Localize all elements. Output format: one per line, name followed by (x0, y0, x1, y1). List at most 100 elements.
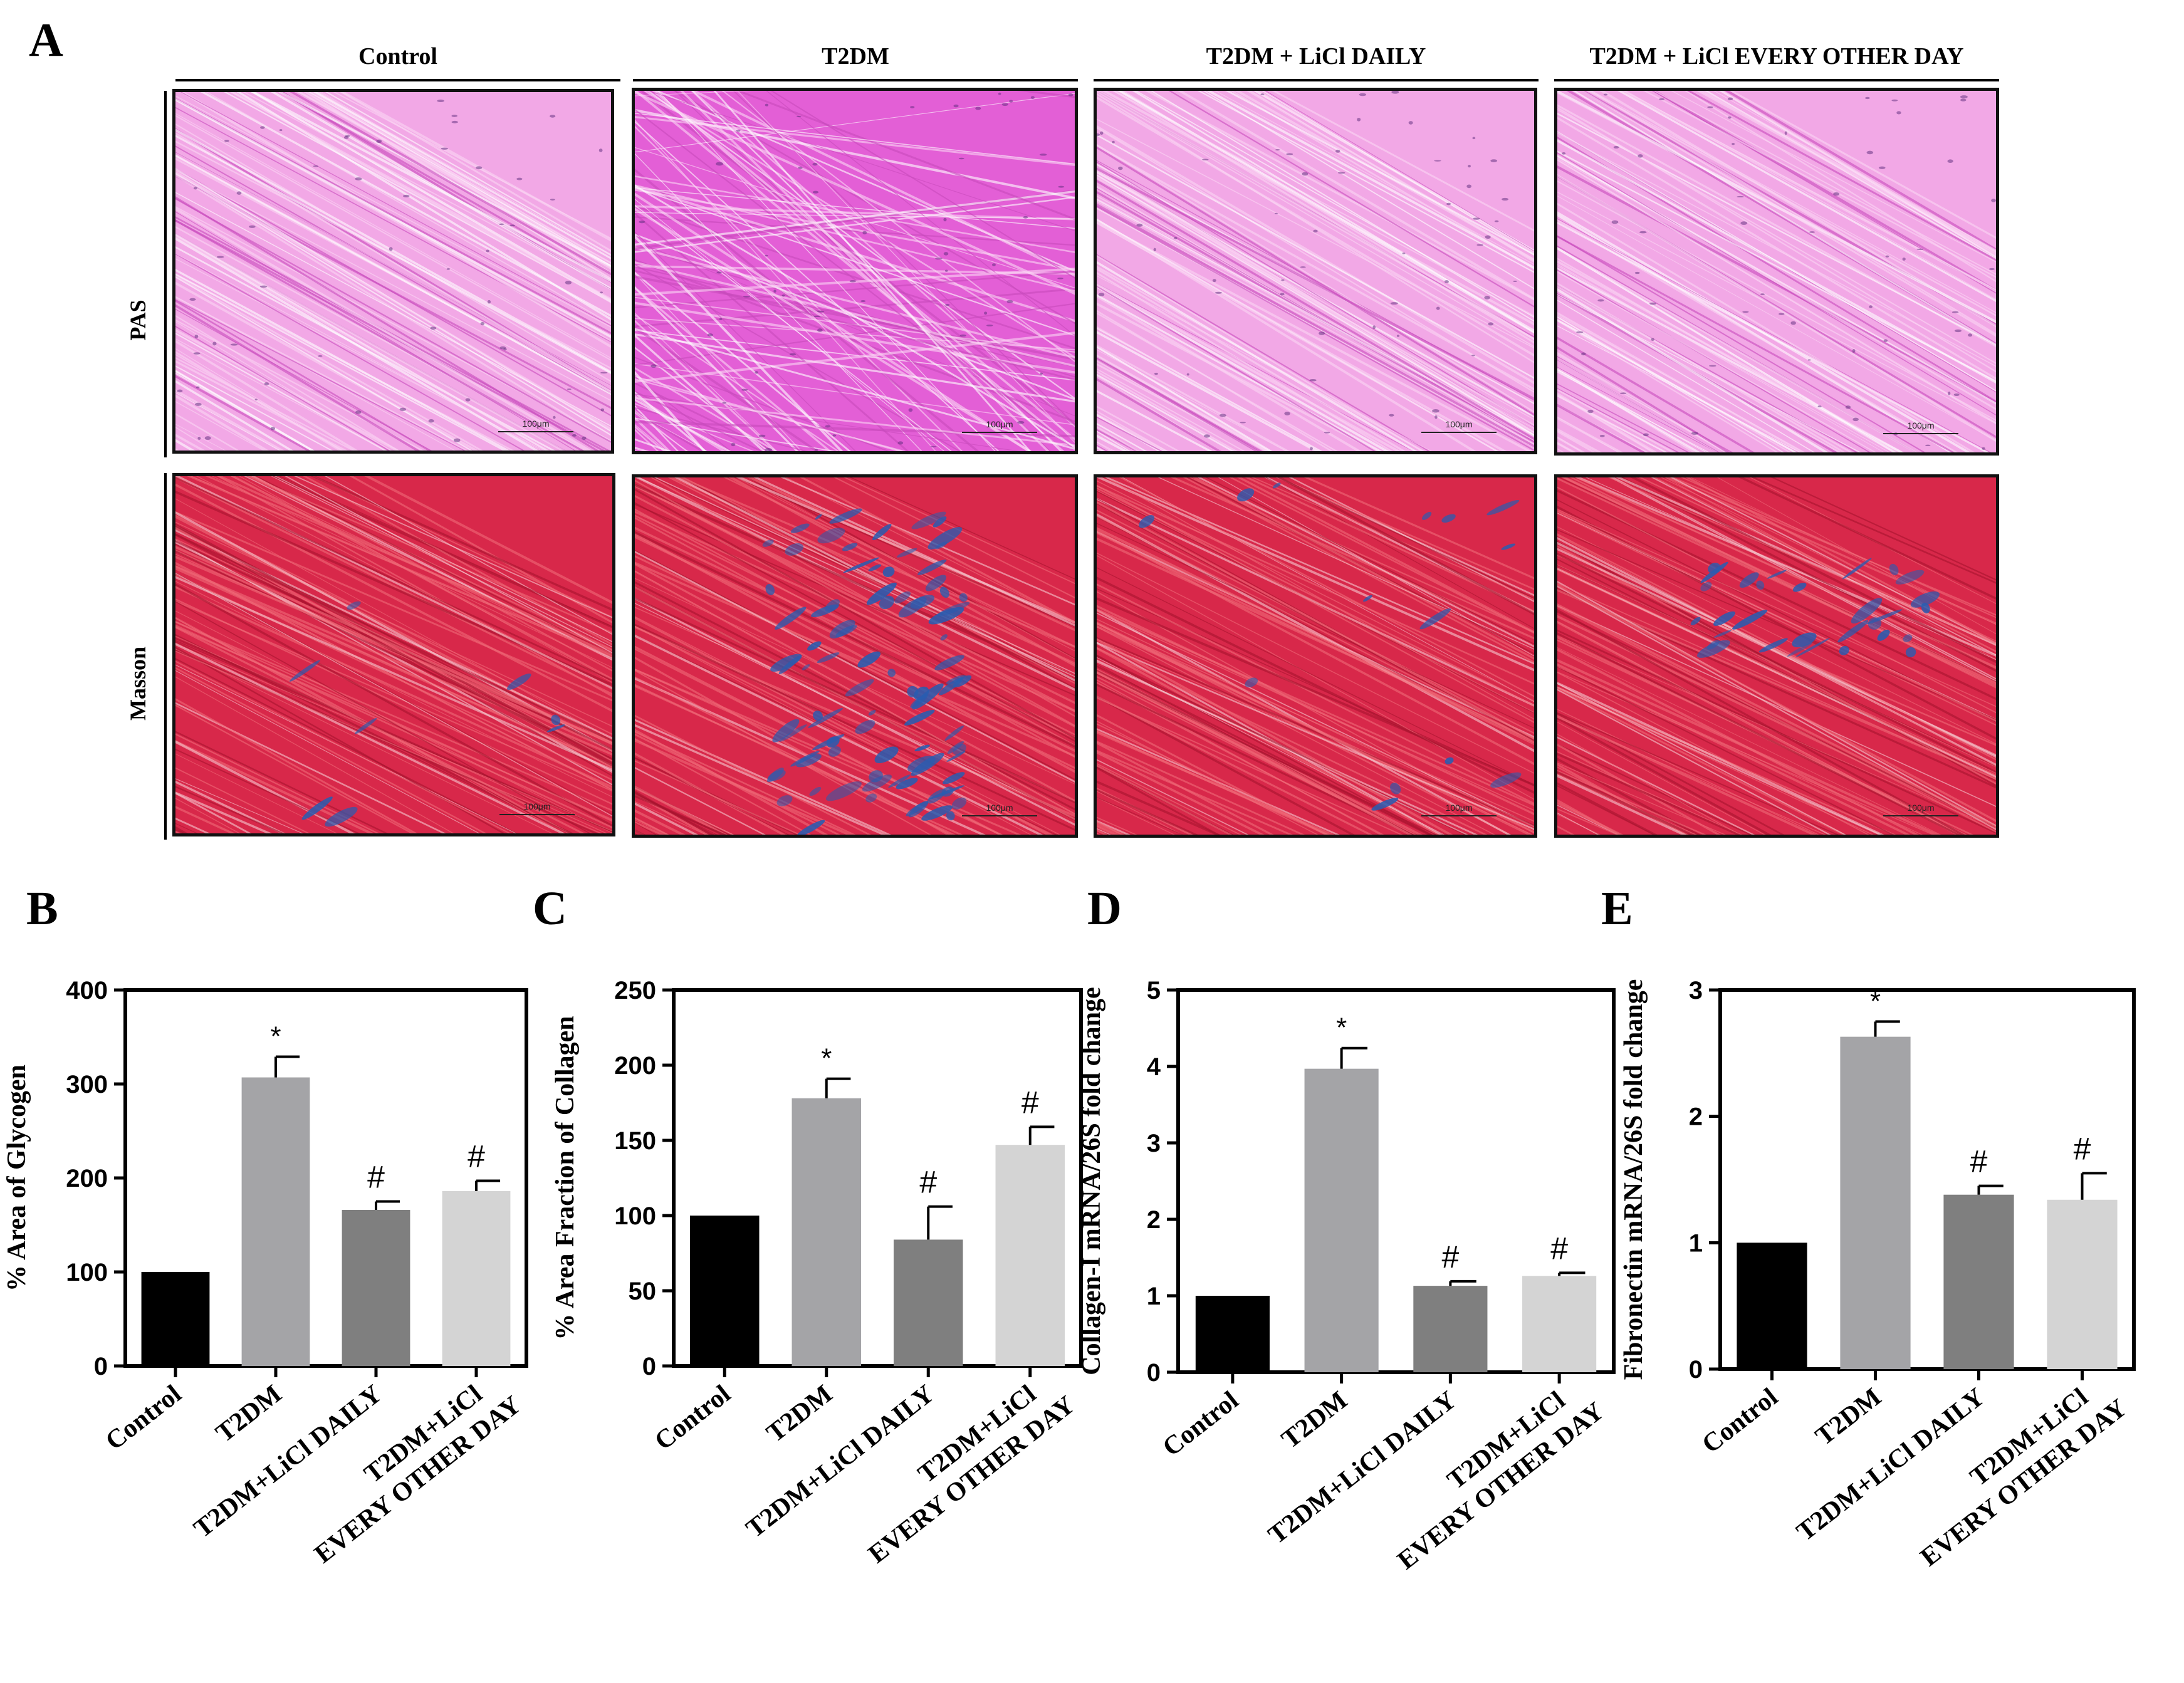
y-tick-label: 5 (1147, 977, 1161, 1004)
scale-bar: 100μm (962, 803, 1037, 816)
y-tick-label: 2 (1147, 1206, 1161, 1234)
y-tick-label: 3 (1147, 1130, 1161, 1157)
y-tick-label: 0 (1147, 1359, 1161, 1387)
y-tick-label: 200 (66, 1165, 108, 1192)
significance-marker: # (1441, 1239, 1459, 1274)
pas-licl-eod-micrograph: 100μm (1554, 88, 1999, 456)
y-tick-label: 400 (66, 977, 108, 1004)
scale-bar: 100μm (499, 801, 575, 815)
significance-marker: * (1870, 986, 1881, 1016)
y-tick-label: 250 (614, 977, 656, 1004)
significance-marker: # (1550, 1231, 1568, 1266)
masson-licl-eod-micrograph: 100μm (1554, 474, 1999, 838)
bar-1 (1304, 1068, 1379, 1372)
bar-3 (442, 1191, 511, 1366)
y-tick-label: 50 (629, 1278, 657, 1305)
significance-marker: * (821, 1043, 832, 1074)
bar-1 (241, 1077, 310, 1366)
column-rule-licl-eod (1554, 79, 1999, 81)
x-tick-label: Control (1697, 1383, 1784, 1459)
plot-frame (1718, 988, 2136, 1371)
bar-0 (141, 1272, 210, 1366)
scale-bar-label: 100μm (1907, 803, 1934, 813)
scale-bar-label: 100μm (1445, 803, 1472, 813)
significance-marker: * (270, 1021, 281, 1052)
bar-2 (342, 1210, 410, 1366)
scale-bar-label: 100μm (522, 419, 549, 429)
significance-marker: # (367, 1160, 385, 1195)
panel-label-b: B (26, 882, 58, 935)
y-tick-label: 200 (614, 1052, 656, 1080)
x-tick-label: T2DM (1810, 1383, 1887, 1452)
y-axis-label: % Area of Glycogen (3, 1065, 31, 1291)
scale-bar-label: 100μm (1445, 419, 1472, 429)
significance-marker: # (919, 1165, 937, 1200)
bar-2 (1413, 1286, 1488, 1372)
bar-0 (1737, 1243, 1807, 1369)
y-tick-label: 0 (1689, 1356, 1703, 1383)
y-tick-label: 3 (1689, 977, 1703, 1004)
panel-label-c: C (533, 882, 567, 935)
scale-bar: 100μm (962, 419, 1037, 433)
row-bracket-masson (164, 473, 167, 840)
bar-2 (894, 1239, 963, 1366)
y-tick-label: 1 (1147, 1283, 1161, 1310)
significance-marker: # (1970, 1144, 1988, 1179)
bar-0 (1195, 1296, 1270, 1372)
column-header-licl-eod: T2DM + LiCl EVERY OTHER DAY (1589, 43, 1964, 70)
column-rule-t2dm (633, 79, 1078, 81)
y-axis-label: Fibronectin mRNA/26S fold change (1619, 979, 1648, 1380)
column-header-t2dm: T2DM (822, 43, 889, 70)
pas-control-micrograph: 100μm (172, 89, 614, 454)
column-rule-licl-daily (1094, 79, 1539, 81)
significance-marker: # (2074, 1131, 2091, 1166)
bar-3 (995, 1145, 1065, 1366)
masson-t2dm-micrograph: 100μm (632, 474, 1078, 838)
panel-label-e: E (1601, 882, 1633, 935)
y-tick-label: 150 (614, 1127, 656, 1155)
column-header-control: Control (358, 43, 437, 70)
y-tick-label: 100 (66, 1259, 108, 1286)
significance-marker: # (468, 1139, 485, 1174)
scale-bar-label: 100μm (523, 801, 550, 811)
bar-3 (2047, 1199, 2118, 1369)
y-tick-label: 0 (94, 1353, 108, 1380)
panel-label-a: A (29, 14, 63, 66)
significance-marker: # (1021, 1085, 1039, 1120)
scale-bar: 100μm (1421, 419, 1497, 433)
masson-control-micrograph: 100μm (172, 473, 615, 836)
bar-3 (1522, 1276, 1597, 1372)
scale-bar-label: 100μm (1907, 420, 1934, 430)
y-tick-label: 1 (1689, 1229, 1703, 1257)
pas-licl-daily-micrograph: 100μm (1094, 88, 1537, 454)
y-tick-label: 0 (642, 1353, 656, 1380)
bar-2 (1943, 1194, 2014, 1369)
plot-frame (672, 988, 1083, 1368)
column-rule-control (175, 79, 620, 81)
scale-bar-label: 100μm (986, 419, 1013, 429)
bar-0 (690, 1216, 760, 1366)
scale-bar: 100μm (1421, 803, 1497, 816)
svg-text:Control: Control (1697, 1383, 1784, 1459)
y-tick-label: 100 (614, 1202, 656, 1230)
masson-licl-daily-micrograph: 100μm (1094, 474, 1537, 838)
bar-1 (1840, 1036, 1911, 1369)
y-tick-label: 300 (66, 1071, 108, 1098)
scale-bar: 100μm (1883, 420, 1958, 434)
column-header-licl-daily: T2DM + LiCl DAILY (1206, 43, 1426, 70)
pas-t2dm-micrograph: 100μm (632, 88, 1078, 454)
row-bracket-pas (164, 91, 167, 457)
panel-label-d: D (1087, 882, 1122, 935)
scale-bar: 100μm (498, 419, 573, 432)
y-tick-label: 4 (1147, 1053, 1161, 1081)
y-axis-label: % Area Fraction of Collagen (551, 1016, 580, 1340)
scale-bar: 100μm (1883, 803, 1958, 816)
scale-bar-label: 100μm (986, 803, 1013, 813)
svg-text:T2DM: T2DM (1810, 1383, 1887, 1452)
y-axis-label: Collagen-I mRNA/26S fold change (1077, 987, 1106, 1375)
